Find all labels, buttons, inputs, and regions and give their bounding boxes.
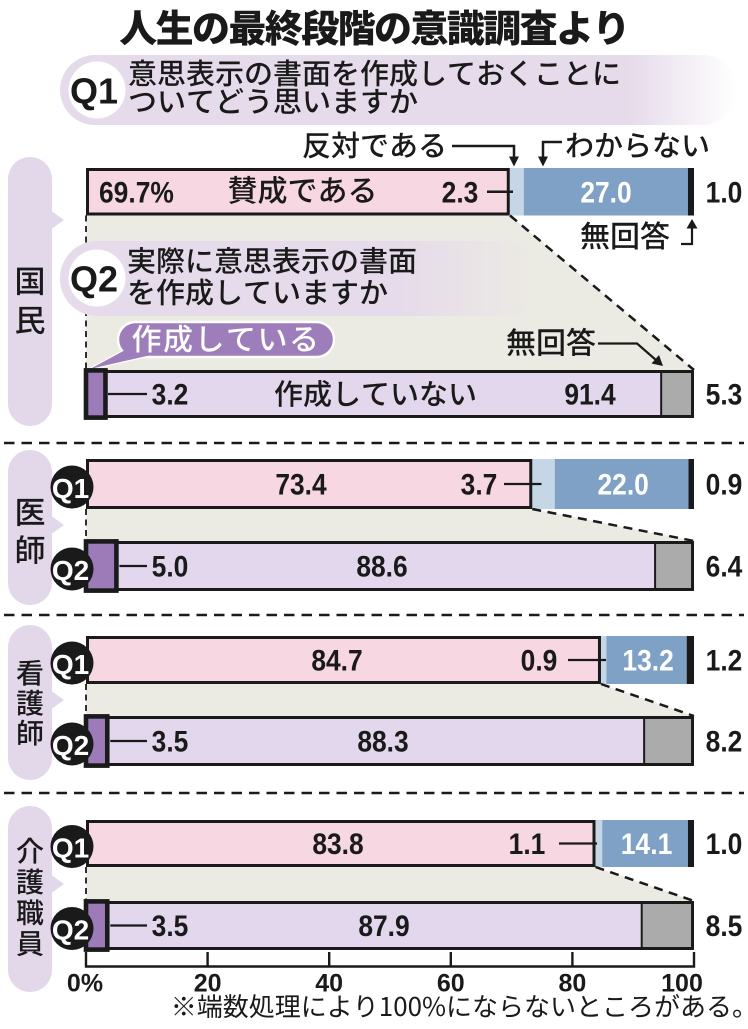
svg-text:73.4: 73.4 <box>275 467 327 501</box>
svg-text:3.5: 3.5 <box>152 909 189 943</box>
svg-text:80: 80 <box>558 969 586 997</box>
svg-text:1.0: 1.0 <box>706 175 743 209</box>
svg-text:Q2: Q2 <box>52 730 89 761</box>
svg-text:60: 60 <box>437 969 465 997</box>
svg-text:Q2: Q2 <box>52 555 89 586</box>
svg-text:1.0: 1.0 <box>706 827 743 861</box>
svg-text:22.0: 22.0 <box>597 467 648 501</box>
svg-text:3.2: 3.2 <box>152 377 189 411</box>
svg-text:88.3: 88.3 <box>357 724 408 758</box>
svg-text:6.4: 6.4 <box>706 549 743 583</box>
svg-text:27.0: 27.0 <box>580 175 631 209</box>
svg-text:Q1: Q1 <box>70 70 118 111</box>
svg-text:100: 100 <box>661 969 703 997</box>
svg-text:5.0: 5.0 <box>152 549 189 583</box>
svg-text:3.5: 3.5 <box>152 724 189 758</box>
svg-text:1.2: 1.2 <box>706 643 743 677</box>
svg-text:40: 40 <box>315 969 343 997</box>
svg-text:84.7: 84.7 <box>311 643 362 677</box>
svg-text:83.8: 83.8 <box>312 827 363 861</box>
svg-text:87.9: 87.9 <box>358 909 409 943</box>
svg-text:3.7: 3.7 <box>461 467 498 501</box>
svg-text:91.4: 91.4 <box>564 377 616 411</box>
svg-text:Q1: Q1 <box>52 649 89 680</box>
svg-text:Q1: Q1 <box>52 832 89 863</box>
svg-text:69.7%: 69.7% <box>99 175 174 209</box>
svg-text:13.2: 13.2 <box>622 643 673 677</box>
svg-text:20: 20 <box>194 969 222 997</box>
svg-text:0.9: 0.9 <box>521 643 558 677</box>
svg-text:88.6: 88.6 <box>356 549 407 583</box>
svg-text:Q2: Q2 <box>52 914 89 945</box>
svg-text:5.3: 5.3 <box>706 377 743 411</box>
svg-text:8.5: 8.5 <box>706 909 743 943</box>
svg-text:8.2: 8.2 <box>706 724 743 758</box>
svg-text:Q1: Q1 <box>52 473 89 504</box>
svg-text:Q2: Q2 <box>70 258 118 299</box>
svg-text:0.9: 0.9 <box>706 467 743 501</box>
svg-text:2.3: 2.3 <box>442 175 479 209</box>
svg-text:14.1: 14.1 <box>621 827 672 861</box>
svg-text:0%: 0% <box>67 969 103 997</box>
svg-text:1.1: 1.1 <box>509 827 546 861</box>
